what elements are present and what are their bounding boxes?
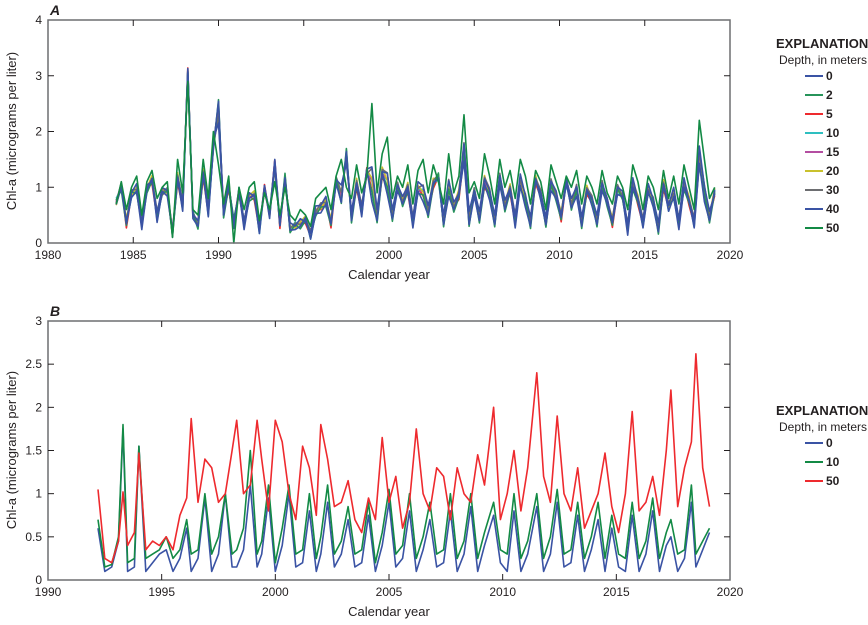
- legend-label: 5: [826, 107, 833, 121]
- legend-item-depth-50: 50: [805, 474, 840, 488]
- series-line-depth-0: [97, 428, 711, 573]
- legend-item-depth-10: 10: [805, 126, 840, 140]
- x-tick-label: 2010: [489, 585, 516, 599]
- panel-a-x-ticks: 1980 1985 1990 1995 2000 2005 2010 2015 2020: [35, 20, 744, 262]
- panel-b-y-axis-title: Chl-a (micrograms per liter): [4, 371, 19, 529]
- panel-a: A 1980 1985 1990 1995 2000 2005 2010 2015 2020 0…: [4, 2, 868, 282]
- y-tick-label: 0: [35, 236, 42, 250]
- y-tick-label: 3: [35, 69, 42, 83]
- series-line-depth-50: [97, 352, 711, 564]
- x-tick-label: 2010: [546, 248, 573, 262]
- panel-b: B 1990 1995 2000 2005 2010 2015 2020 00.511.52…: [4, 303, 868, 619]
- panel-a-y-axis-title: Chl-a (micrograms per liter): [4, 52, 19, 210]
- x-tick-label: 2000: [376, 248, 403, 262]
- panel-b-lines: [97, 352, 711, 573]
- x-tick-label: 2005: [461, 248, 488, 262]
- legend-label: 30: [826, 183, 840, 197]
- legend-label: 15: [826, 145, 840, 159]
- legend-item-depth-30: 30: [805, 183, 840, 197]
- legend-label: 40: [826, 202, 840, 216]
- legend-item-depth-10: 10: [805, 455, 840, 469]
- panel-a-legend-subtitle: Depth, in meters: [779, 53, 867, 67]
- legend-item-depth-40: 40: [805, 202, 840, 216]
- x-tick-label: 2020: [717, 585, 744, 599]
- panel-b-x-axis-title: Calendar year: [348, 604, 430, 619]
- panel-b-legend: EXPLANATION Depth, in meters 0 10 50: [776, 403, 868, 488]
- legend-label: 10: [826, 455, 840, 469]
- series-line-depth-10: [97, 423, 711, 568]
- legend-item-depth-15: 15: [805, 145, 840, 159]
- panel-b-y-ticks: 0 0.5 1 1.5 2 2.5 3: [25, 314, 730, 587]
- y-tick-label: 1: [35, 487, 42, 501]
- legend-label: 10: [826, 126, 840, 140]
- y-tick-label: 2.5: [25, 357, 42, 371]
- legend-label: 50: [826, 221, 840, 235]
- legend-item-depth-20: 20: [805, 164, 840, 178]
- y-tick-label: 2: [35, 125, 42, 139]
- panel-a-y-ticks: 0 1 2 3 4: [35, 13, 730, 250]
- series-line-depth-0: [115, 67, 716, 240]
- y-tick-label: 4: [35, 13, 42, 27]
- legend-item-depth-0: 0: [805, 69, 833, 83]
- x-tick-label: 1985: [120, 248, 147, 262]
- x-tick-label: 2020: [717, 248, 744, 262]
- x-tick-label: 1990: [205, 248, 232, 262]
- x-tick-label: 1990: [35, 585, 62, 599]
- x-tick-label: 2005: [376, 585, 403, 599]
- panel-a-legend: EXPLANATION Depth, in meters 0 2 5 10 15 20 30…: [776, 36, 868, 235]
- legend-item-depth-0: 0: [805, 436, 833, 450]
- legend-item-depth-5: 5: [805, 107, 833, 121]
- panel-b-x-ticks: 1990 1995 2000 2005 2010 2015 2020: [35, 321, 744, 599]
- y-tick-label: 0: [35, 573, 42, 587]
- x-tick-label: 2015: [603, 585, 630, 599]
- y-tick-label: 2: [35, 400, 42, 414]
- x-tick-label: 1980: [35, 248, 62, 262]
- legend-label: 50: [826, 474, 840, 488]
- series-line-depth-50: [115, 80, 716, 244]
- legend-label: 2: [826, 88, 833, 102]
- legend-label: 20: [826, 164, 840, 178]
- panel-a-x-axis-title: Calendar year: [348, 267, 430, 282]
- legend-item-depth-50: 50: [805, 221, 840, 235]
- y-tick-label: 0.5: [25, 530, 42, 544]
- x-tick-label: 1995: [148, 585, 175, 599]
- y-tick-label: 1.5: [25, 444, 42, 458]
- panel-b-legend-subtitle: Depth, in meters: [779, 420, 867, 434]
- panel-a-legend-title: EXPLANATION: [776, 36, 868, 51]
- panel-a-label: A: [49, 2, 60, 18]
- x-tick-label: 2000: [262, 585, 289, 599]
- series-line-depth-40: [115, 69, 716, 235]
- legend-label: 0: [826, 69, 833, 83]
- legend-label: 0: [826, 436, 833, 450]
- panel-b-label: B: [50, 303, 60, 319]
- x-tick-label: 1995: [290, 248, 317, 262]
- y-tick-label: 1: [35, 180, 42, 194]
- panel-b-legend-title: EXPLANATION: [776, 403, 868, 418]
- x-tick-label: 2015: [631, 248, 658, 262]
- panel-a-lines: [115, 67, 716, 244]
- y-tick-label: 3: [35, 314, 42, 328]
- legend-item-depth-2: 2: [805, 88, 833, 102]
